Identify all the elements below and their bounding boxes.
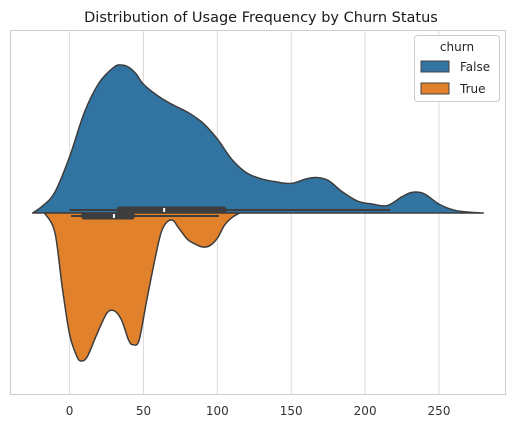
iqr-box-false — [116, 206, 227, 214]
chart-title: Distribution of Usage Frequency by Churn… — [84, 10, 438, 26]
x-tick-label-0: 0 — [66, 404, 74, 418]
x-tick-label-250: 250 — [428, 404, 451, 418]
legend-swatch-true — [420, 82, 450, 95]
x-axis-ticks: 0 50 100 150 200 250 — [66, 404, 451, 418]
legend-label-true: True — [459, 82, 486, 96]
violin-false — [31, 64, 485, 214]
x-tick-label-50: 50 — [136, 404, 151, 418]
violin-true — [43, 212, 241, 362]
legend: churn False True — [414, 35, 500, 102]
legend-label-false: False — [460, 60, 490, 74]
violins — [31, 64, 485, 362]
x-tick-label-200: 200 — [354, 404, 377, 418]
box-plots — [69, 206, 391, 220]
legend-swatch-false — [420, 60, 450, 73]
x-tick-label-150: 150 — [280, 404, 303, 418]
x-tick-label-100: 100 — [206, 404, 229, 418]
legend-title: churn — [440, 40, 474, 54]
iqr-box-true — [81, 212, 135, 220]
